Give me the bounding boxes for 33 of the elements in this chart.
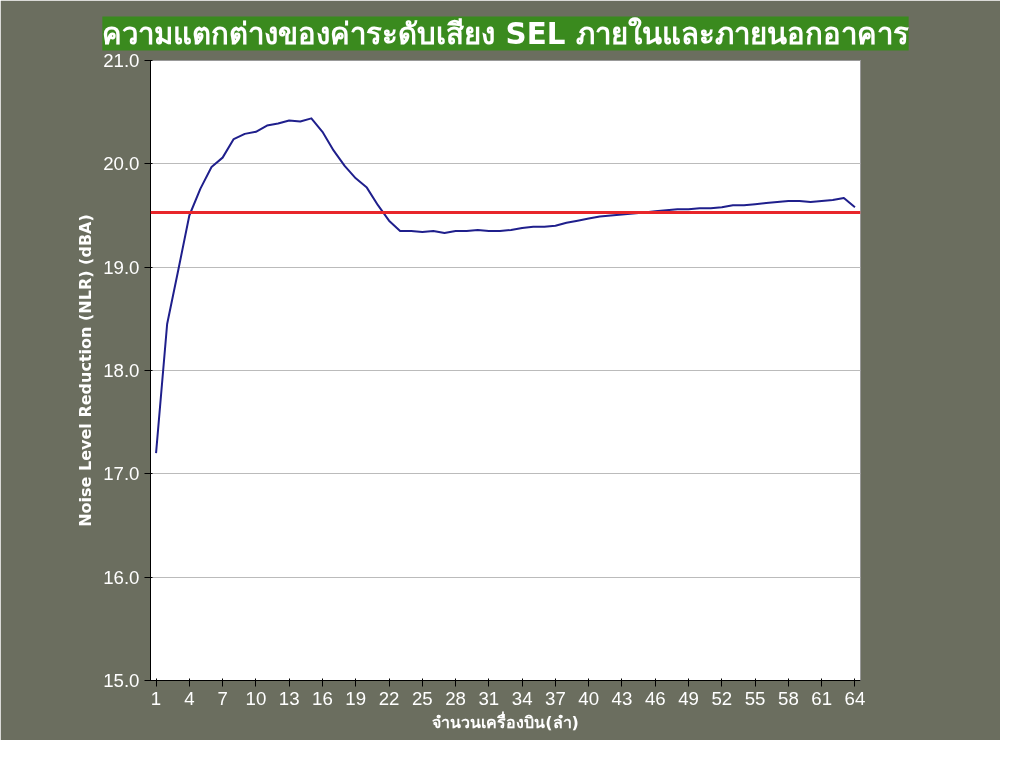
y-tick-label: 20.0 [103,153,140,175]
x-tick-label: 52 [711,687,733,709]
x-tick-label: 64 [844,687,866,709]
x-tick-label: 61 [811,687,833,709]
y-axis-title: Noise Level Reduction (NLR) (dBA) [76,214,96,527]
x-tick-label: 16 [312,687,333,709]
x-tick-label: 1 [150,687,162,709]
x-tick-label: 49 [678,687,699,709]
x-tick-label: 37 [545,687,566,709]
chart-title: ความแตกต่างของค่าระดับเสียง SEL ภายในและภายนอกอาคาร [102,16,909,51]
x-tick-label: 19 [345,687,367,709]
x-tick-label: 7 [217,687,228,709]
x-tick-label: 28 [445,687,466,709]
x-tick-label: 13 [278,687,300,709]
x-tick-label: 34 [511,687,533,709]
x-tick-label: 46 [644,687,666,709]
x-tick-label: 25 [411,687,433,709]
y-tick-label: 18.0 [103,360,140,381]
x-tick-label: 55 [744,687,766,709]
x-tick-label: 22 [378,687,400,709]
x-tick-label: 40 [578,687,600,709]
y-tick-label: 15.0 [103,670,140,691]
y-tick-label: 17.0 [103,463,140,485]
x-tick-label: 43 [611,687,633,709]
x-axis-title: จำนวนเครื่องบิน(ลำ) [432,710,579,732]
y-tick-label: 16.0 [103,566,140,588]
y-tick-label: 21.0 [103,50,140,71]
x-tick-label: 31 [478,687,500,709]
y-tick-label: 19.0 [103,256,140,278]
line-series [155,117,856,455]
x-tick-label: 58 [778,687,799,709]
x-tick-label: 4 [184,687,195,709]
x-tick-label: 10 [245,687,267,709]
